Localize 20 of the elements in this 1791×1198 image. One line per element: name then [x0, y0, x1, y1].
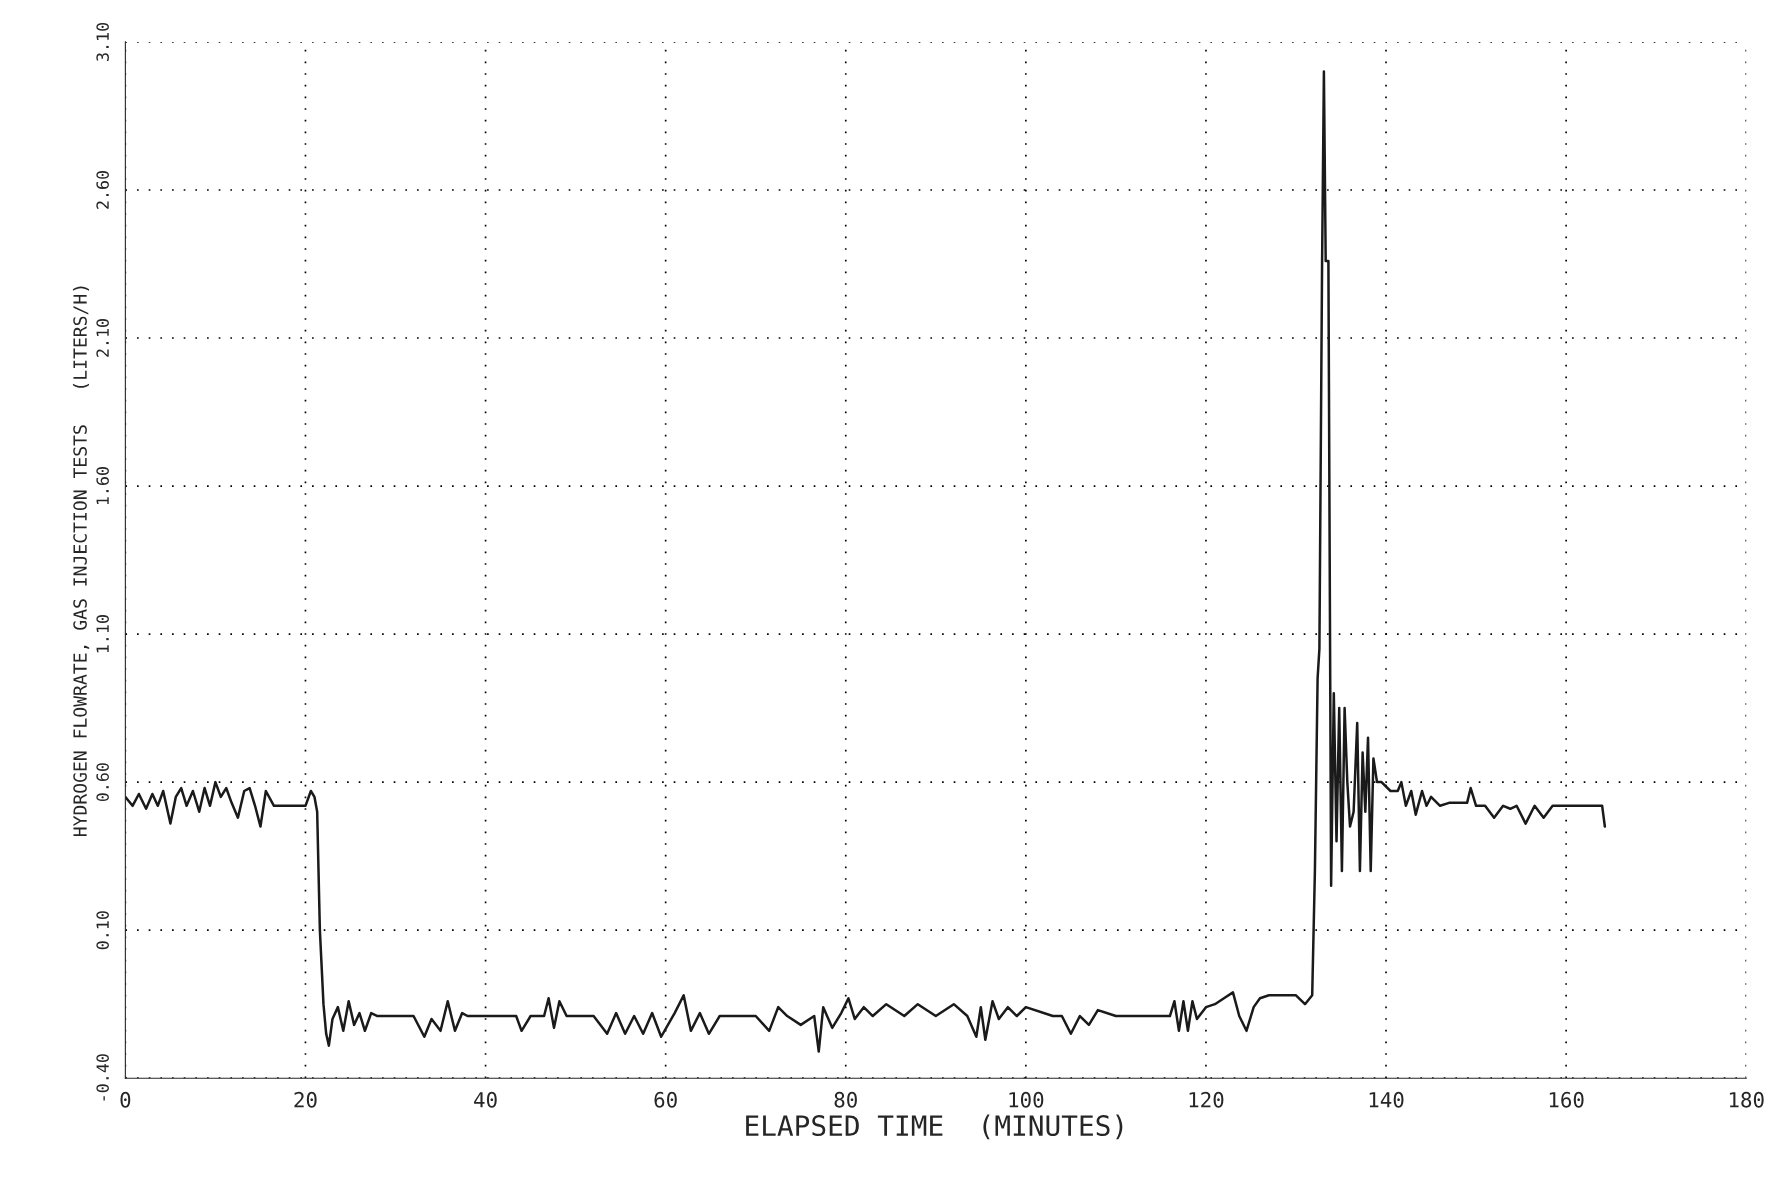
x-tick-label: 100 [1009, 1091, 1044, 1108]
y-tick-label: 1.60 [96, 467, 109, 505]
y-tick-label: 3.10 [96, 22, 109, 61]
x-tick-label: 180 [1729, 1091, 1764, 1108]
x-tick-label: 0 [120, 1091, 131, 1108]
x-axis-title: ELAPSED TIME (MINUTES) [746, 1114, 1123, 1140]
y-tick-label: 2.10 [96, 319, 109, 357]
y-tick-label: 1.10 [96, 615, 109, 653]
x-tick-label: 160 [1549, 1091, 1584, 1108]
x-tick-label: 40 [474, 1091, 497, 1108]
y-tick-label: 2.60 [96, 170, 109, 209]
x-tick-label: 60 [654, 1091, 677, 1108]
x-tick-label: 80 [834, 1091, 857, 1108]
x-tick-label: 120 [1189, 1091, 1224, 1108]
y-tick-label: 0.10 [96, 911, 109, 950]
x-tick-label: 140 [1369, 1091, 1404, 1108]
y-tick-label: 0.60 [96, 763, 109, 802]
y-axis-title: HYDROGEN FLOWRATE, GAS INJECTION TESTS (LITERS/H) [72, 286, 90, 837]
y-tick-label: -0.40 [96, 1054, 109, 1101]
x-tick-label: 20 [294, 1091, 317, 1108]
